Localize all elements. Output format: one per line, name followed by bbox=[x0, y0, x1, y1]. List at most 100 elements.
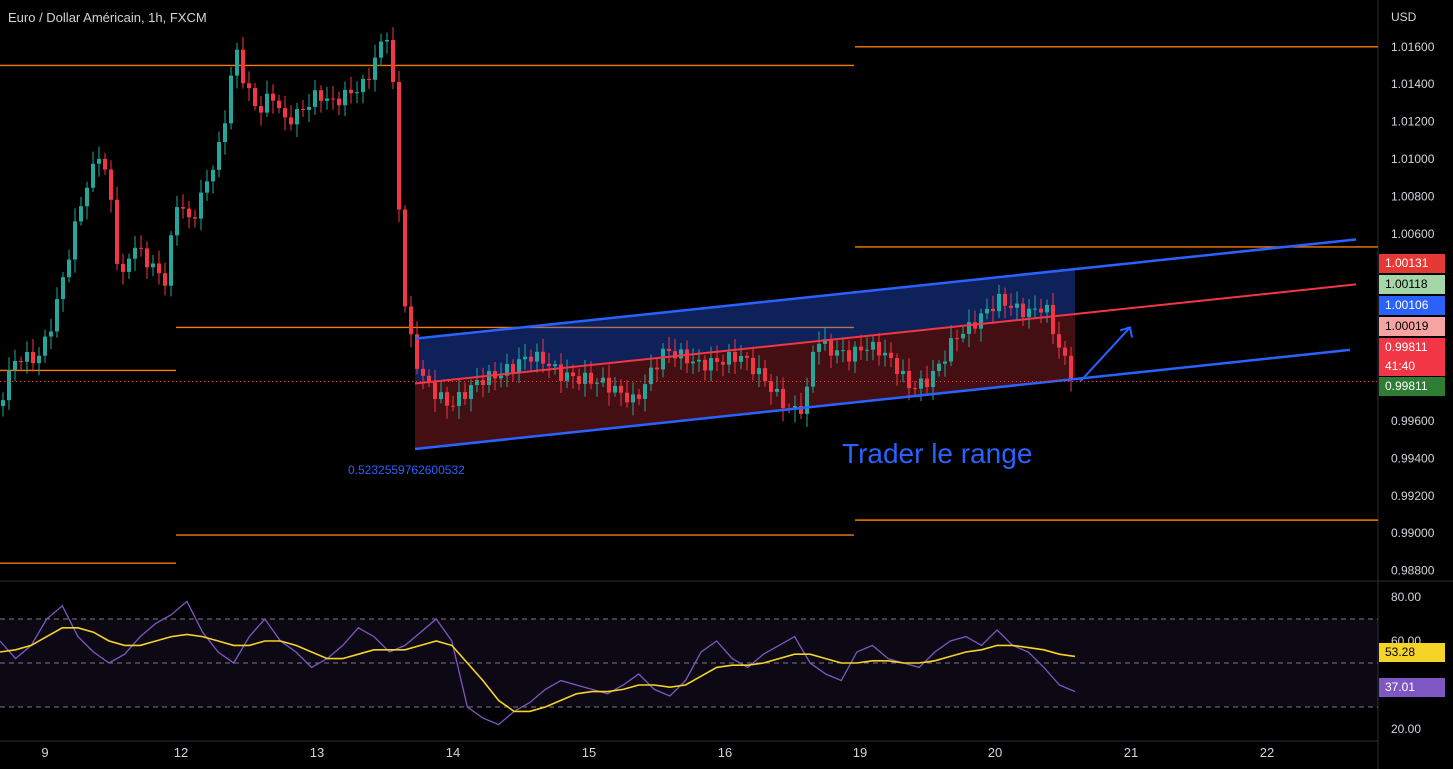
time-tick-label: 19 bbox=[853, 745, 867, 760]
candle bbox=[271, 93, 275, 101]
candle bbox=[301, 109, 305, 111]
rsi-line[interactable] bbox=[0, 600, 1076, 726]
channel-ratio-label: 0.5232559762600532 bbox=[348, 463, 465, 477]
candle bbox=[109, 169, 113, 200]
candle bbox=[751, 357, 755, 375]
candle bbox=[277, 100, 281, 109]
candle bbox=[73, 221, 77, 260]
candle bbox=[199, 192, 203, 219]
candle bbox=[529, 356, 533, 362]
candle bbox=[187, 208, 191, 218]
candle bbox=[679, 349, 683, 359]
candle bbox=[265, 93, 269, 113]
time-tick-label: 21 bbox=[1124, 745, 1138, 760]
projection-arrowhead[interactable] bbox=[1119, 326, 1133, 338]
rsi-tick-label: 20.00 bbox=[1391, 722, 1421, 736]
candle bbox=[505, 363, 509, 376]
candle bbox=[757, 368, 761, 375]
candle bbox=[439, 392, 443, 400]
channel-lower-line[interactable] bbox=[414, 348, 1351, 451]
candle bbox=[919, 378, 923, 389]
time-tick-label: 15 bbox=[582, 745, 596, 760]
candle bbox=[325, 98, 329, 101]
price-tick-label: 1.01200 bbox=[1391, 115, 1435, 129]
candle bbox=[709, 358, 713, 371]
candle bbox=[355, 92, 359, 94]
price-tag: 0.99811 bbox=[1379, 377, 1445, 396]
candle bbox=[883, 352, 887, 356]
candle bbox=[103, 158, 107, 170]
candle bbox=[715, 358, 719, 362]
candle bbox=[631, 394, 635, 403]
candle bbox=[847, 350, 851, 362]
candle bbox=[667, 348, 671, 352]
candle bbox=[823, 339, 827, 344]
price-tick-label: 0.99200 bbox=[1391, 489, 1435, 503]
candle bbox=[121, 263, 125, 272]
candle bbox=[547, 363, 551, 367]
candle bbox=[559, 364, 563, 381]
candle bbox=[997, 293, 1001, 312]
candle bbox=[961, 333, 965, 339]
candle bbox=[97, 158, 101, 164]
candle bbox=[145, 248, 149, 268]
candle bbox=[427, 375, 431, 383]
candle bbox=[799, 405, 803, 414]
price-tag: 1.00106 bbox=[1379, 296, 1445, 315]
candle bbox=[535, 351, 539, 362]
candle bbox=[613, 385, 617, 393]
candle bbox=[19, 360, 23, 362]
candle bbox=[7, 370, 11, 401]
candle bbox=[949, 338, 953, 362]
candle bbox=[859, 346, 863, 351]
candle bbox=[601, 377, 605, 383]
candle bbox=[649, 367, 653, 385]
candle bbox=[343, 89, 347, 106]
candle bbox=[13, 360, 17, 371]
candle bbox=[889, 352, 893, 358]
candle bbox=[247, 83, 251, 89]
candle bbox=[673, 351, 677, 359]
candle bbox=[769, 381, 773, 392]
candle bbox=[967, 322, 971, 334]
candle bbox=[415, 334, 419, 369]
time-tick-label: 13 bbox=[310, 745, 324, 760]
candle bbox=[811, 351, 815, 387]
channel-upper-line[interactable] bbox=[414, 238, 1357, 340]
candle bbox=[475, 380, 479, 386]
candle bbox=[193, 217, 197, 219]
rsi-tag: 53.28 bbox=[1379, 643, 1445, 662]
candle bbox=[445, 392, 449, 406]
candle bbox=[55, 299, 59, 332]
price-tag: 1.00131 bbox=[1379, 254, 1445, 273]
candle bbox=[115, 199, 119, 264]
candle bbox=[523, 356, 527, 360]
candle bbox=[211, 169, 215, 182]
candle bbox=[685, 349, 689, 364]
channel-upper-zone[interactable] bbox=[415, 269, 1075, 384]
projection-arrow[interactable] bbox=[1079, 326, 1131, 383]
candle bbox=[553, 364, 557, 367]
channel-middle-line[interactable] bbox=[414, 283, 1357, 385]
candle bbox=[739, 355, 743, 362]
annotation-text[interactable]: Trader le range bbox=[842, 438, 1033, 469]
candle bbox=[85, 187, 89, 207]
candle bbox=[319, 90, 323, 101]
candle bbox=[409, 306, 413, 335]
candle bbox=[877, 341, 881, 356]
candle bbox=[253, 88, 257, 107]
price-tick-label: 0.99400 bbox=[1391, 451, 1435, 465]
candle bbox=[1027, 308, 1031, 318]
candle bbox=[955, 338, 959, 340]
candle bbox=[697, 359, 701, 362]
rsi-ma-line[interactable] bbox=[0, 626, 1076, 713]
countdown-label: 41:40 bbox=[1385, 359, 1416, 373]
candle bbox=[595, 382, 599, 384]
price-tick-label: 1.01000 bbox=[1391, 152, 1435, 166]
time-tick-label: 22 bbox=[1260, 745, 1274, 760]
price-tag: 1.00019 bbox=[1379, 317, 1445, 336]
candle bbox=[397, 81, 401, 210]
candle bbox=[469, 385, 473, 399]
candle bbox=[1009, 305, 1013, 308]
